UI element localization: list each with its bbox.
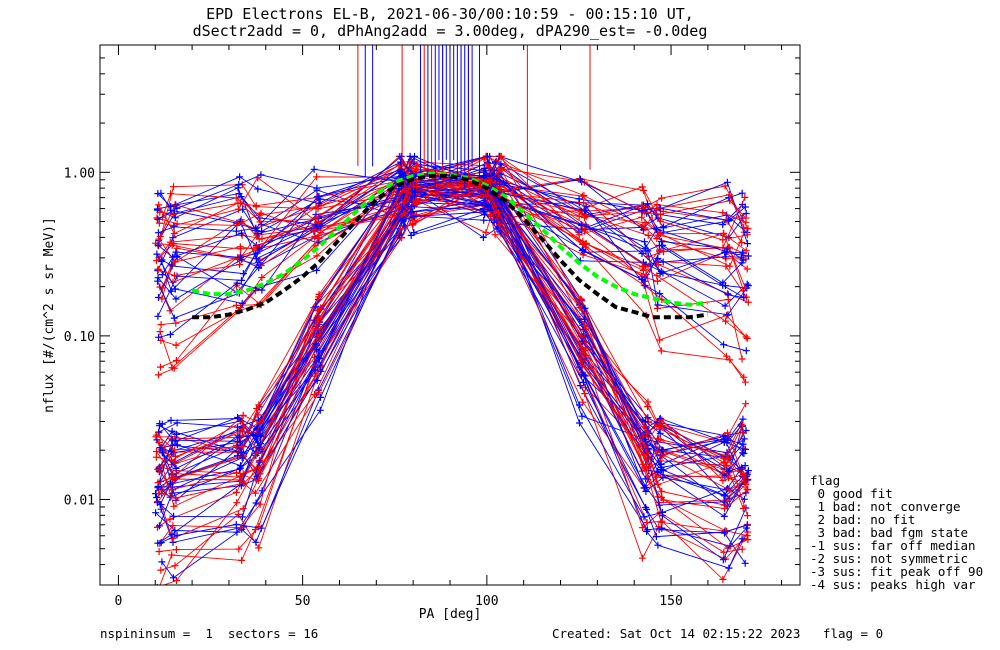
fit-curve-green	[191, 171, 709, 307]
title-line-2: dSectr2add = 0, dPhAng2add = 3.00deg, dP…	[192, 22, 708, 40]
trace-line	[161, 184, 744, 509]
flag-legend-item: -1 sus: far off median	[810, 538, 976, 553]
trace-markers	[159, 191, 749, 475]
trace-line	[160, 161, 748, 346]
flag-legend-item: 0 good fit	[810, 486, 893, 501]
y-tick-label: 1.00	[64, 166, 95, 181]
flag-legend-item: 1 bad: not converge	[810, 499, 961, 514]
trace-line	[156, 158, 748, 241]
trace-line	[157, 191, 749, 496]
trace-line	[157, 169, 747, 234]
trace-line	[157, 162, 747, 300]
trace-line	[159, 204, 743, 505]
trace-line	[156, 187, 744, 482]
trace-markers	[154, 158, 746, 234]
trace-markers	[154, 163, 751, 520]
title-line-1: EPD Electrons EL-B, 2021-06-30/00:10:59 …	[206, 5, 694, 23]
trace-markers	[152, 184, 747, 485]
flag-legend-item: 2 bad: no fit	[810, 512, 916, 527]
trace-line	[159, 179, 742, 491]
trace-line	[160, 185, 746, 564]
trace-line	[160, 183, 747, 368]
x-tick-label: 150	[659, 594, 682, 609]
trace-line	[159, 191, 748, 544]
trace-line	[159, 179, 745, 585]
flag-legend-heading: flag	[810, 473, 841, 488]
trace-line	[157, 155, 744, 319]
trace-line	[162, 168, 749, 229]
trace-line	[159, 166, 745, 378]
x-tick-label: 100	[475, 594, 498, 609]
x-tick-label: 0	[115, 594, 123, 609]
y-tick-label: 0.10	[64, 330, 95, 345]
flag-legend-item: 3 bad: bad fgm state	[810, 525, 969, 540]
flag-legend-item: -4 sus: peaks high var	[810, 577, 976, 592]
x-tick-label: 50	[295, 594, 311, 609]
footer-right: Created: Sat Oct 14 02:15:22 2023 flag =…	[552, 626, 884, 641]
trace-line	[161, 195, 743, 579]
footer-left: nspininsum = 1 sectors = 16	[100, 626, 319, 641]
trace-line	[159, 204, 743, 553]
y-axis-label: nflux [#/(cm^2 s sr MeV)]	[42, 217, 57, 413]
flag-legend-item: -2 sus: not symmetric	[810, 551, 969, 566]
fit-curve-black	[192, 173, 709, 320]
y-tick-label: 0.01	[64, 493, 95, 508]
trace-line	[158, 176, 744, 244]
trace-line	[161, 167, 743, 275]
x-axis-label: PA [deg]	[419, 607, 482, 622]
trace-markers	[158, 164, 746, 279]
trace-line	[161, 211, 748, 543]
trace-markers	[157, 208, 751, 546]
trace-line	[156, 199, 744, 477]
trace-line	[157, 155, 748, 244]
trace-markers	[154, 173, 751, 521]
flag-legend-item: -3 sus: fit peak off 90	[810, 564, 984, 579]
